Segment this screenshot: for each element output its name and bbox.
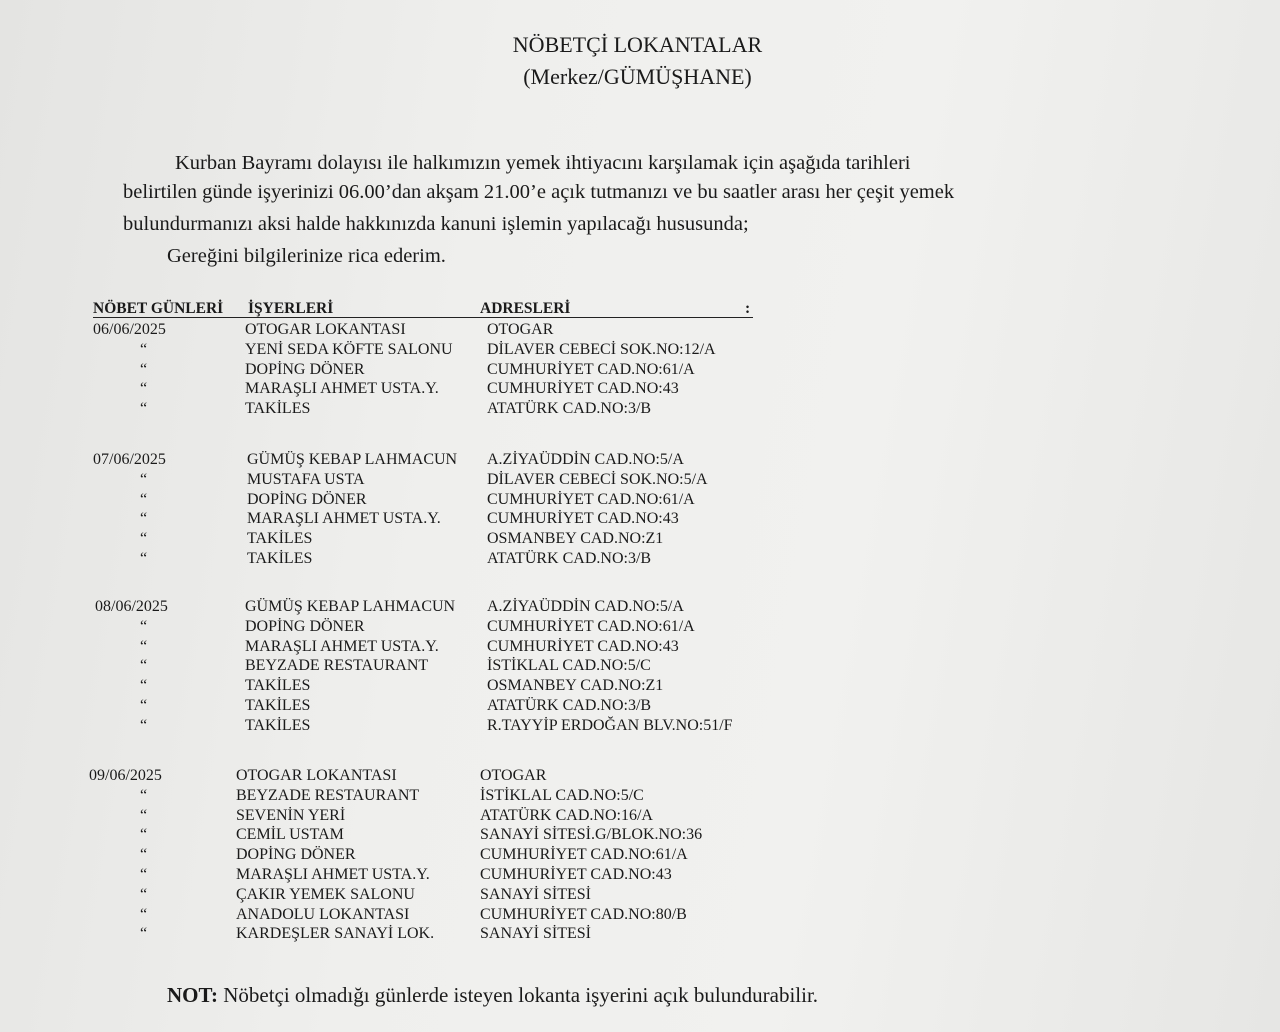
business-address: İSTİKLAL CAD.NO:5/C — [487, 657, 651, 675]
business-name: ANADOLU LOKANTASI — [236, 905, 410, 923]
footer-note: NOT: Nöbetçi olmadığı günlerde isteyen l… — [167, 983, 818, 1008]
ditto-mark: “ — [140, 905, 148, 923]
ditto-mark: “ — [140, 677, 148, 695]
business-name: TAKİLES — [245, 716, 311, 734]
business-address: DİLAVER CEBECİ SOK.NO:5/A — [487, 470, 708, 488]
business-name: BEYZADE RESTAURANT — [236, 786, 420, 804]
business-address: CUMHURİYET CAD.NO:43 — [480, 865, 672, 883]
ditto-mark: “ — [140, 510, 148, 528]
business-address: SANAYİ SİTESİ.G/BLOK.NO:36 — [480, 826, 703, 844]
business-address: ATATÜRK CAD.NO:3/B — [487, 696, 652, 714]
business-address: CUMHURİYET CAD.NO:43 — [487, 380, 679, 398]
note-label: NOT: — [167, 983, 218, 1007]
document-subtitle: (Merkez/GÜMÜŞHANE) — [523, 64, 752, 89]
paragraph-line: Kurban Bayramı dolayısı ile halkımızın y… — [175, 152, 911, 174]
business-name: MARAŞLI AHMET USTA.Y. — [236, 865, 430, 883]
business-name: GÜMÜŞ KEBAP LAHMACUN — [245, 598, 456, 615]
paragraph-line: belirtilen günde işyerinizi 06.00’dan ak… — [123, 181, 955, 203]
paragraph-line: Gereğini bilgilerinize rica ederim. — [167, 245, 446, 267]
business-name: MARAŞLI AHMET USTA.Y. — [245, 380, 439, 398]
business-address: CUMHURİYET CAD.NO:61/A — [487, 360, 695, 378]
ditto-mark: “ — [140, 696, 148, 714]
ditto-mark: “ — [140, 340, 148, 358]
ditto-mark: “ — [140, 826, 148, 844]
ditto-mark: “ — [140, 786, 148, 804]
ditto-mark: “ — [140, 716, 148, 734]
business-name: DOPİNG DÖNER — [245, 617, 365, 635]
business-name: BEYZADE RESTAURANT — [245, 657, 429, 675]
business-name: CEMİL USTAM — [236, 826, 344, 844]
business-address: SANAYİ SİTESİ — [480, 885, 591, 903]
business-name: TAKİLES — [247, 530, 313, 548]
business-address: ATATÜRK CAD.NO:3/B — [487, 549, 652, 567]
header-addresses: ADRESLERİ — [480, 300, 571, 317]
header-businesses: İŞYERLERİ — [248, 300, 334, 317]
ditto-mark: “ — [140, 470, 148, 488]
business-name: DOPİNG DÖNER — [236, 846, 356, 864]
business-address: R.TAYYİP ERDOĞAN BLV.NO:51/F — [487, 716, 733, 734]
duty-date: 09/06/2025 — [89, 767, 162, 784]
business-address: OTOGAR — [487, 321, 554, 338]
business-address: İSTİKLAL CAD.NO:5/C — [480, 786, 644, 804]
ditto-mark: “ — [140, 549, 148, 567]
business-name: KARDEŞLER SANAYİ LOK. — [236, 925, 435, 943]
duty-date: 07/06/2025 — [93, 451, 166, 468]
ditto-mark: “ — [140, 530, 148, 548]
business-name: YENİ SEDA KÖFTE SALONU — [245, 340, 453, 358]
document-title: NÖBETÇİ LOKANTALAR — [512, 32, 763, 57]
duty-date: 06/06/2025 — [93, 321, 166, 338]
business-name: OTOGAR LOKANTASI — [245, 321, 406, 338]
business-address: CUMHURİYET CAD.NO:80/B — [480, 905, 687, 923]
ditto-mark: “ — [140, 885, 148, 903]
business-address: A.ZİYAÜDDİN CAD.NO:5/A — [487, 451, 684, 468]
ditto-mark: “ — [140, 925, 148, 943]
business-name: SEVENİN YERİ — [236, 806, 346, 824]
paragraph-line: bulundurmanızı aksi halde hakkınızda kan… — [123, 213, 749, 235]
business-name: OTOGAR LOKANTASI — [236, 767, 397, 784]
ditto-mark: “ — [140, 806, 148, 824]
business-address: CUMHURİYET CAD.NO:61/A — [487, 617, 695, 635]
business-address: OSMANBEY CAD.NO:Z1 — [487, 530, 664, 548]
business-address: CUMHURİYET CAD.NO:43 — [487, 637, 679, 655]
ditto-mark: “ — [140, 617, 148, 635]
business-name: ÇAKIR YEMEK SALONU — [236, 885, 415, 903]
ditto-mark: “ — [140, 490, 148, 508]
business-name: DOPİNG DÖNER — [245, 360, 365, 378]
business-address: CUMHURİYET CAD.NO:61/A — [480, 846, 688, 864]
business-address: ATATÜRK CAD.NO:16/A — [480, 806, 653, 824]
business-name: MARAŞLI AHMET USTA.Y. — [247, 510, 441, 528]
business-name: MUSTAFA USTA — [247, 470, 365, 488]
business-address: A.ZİYAÜDDİN CAD.NO:5/A — [487, 598, 684, 615]
business-name: MARAŞLI AHMET USTA.Y. — [245, 637, 439, 655]
business-address: CUMHURİYET CAD.NO:61/A — [487, 490, 695, 508]
business-address: ATATÜRK CAD.NO:3/B — [487, 400, 652, 418]
ditto-mark: “ — [140, 380, 148, 398]
business-name: TAKİLES — [247, 549, 313, 567]
business-address: OSMANBEY CAD.NO:Z1 — [487, 677, 664, 695]
note-text: Nöbetçi olmadığı günlerde isteyen lokant… — [217, 983, 819, 1007]
business-name: DOPİNG DÖNER — [247, 490, 367, 508]
ditto-mark: “ — [140, 865, 148, 883]
business-name: GÜMÜŞ KEBAP LAHMACUN — [247, 451, 458, 468]
business-address: SANAYİ SİTESİ — [480, 925, 591, 943]
business-address: OTOGAR — [480, 767, 547, 784]
business-address: DİLAVER CEBECİ SOK.NO:12/A — [487, 340, 716, 358]
ditto-mark: “ — [140, 637, 148, 655]
header-duty-days: NÖBET GÜNLERİ — [93, 300, 224, 317]
business-name: TAKİLES — [245, 696, 311, 714]
ditto-mark: “ — [140, 846, 148, 864]
header-colon: : — [745, 300, 751, 317]
business-address: CUMHURİYET CAD.NO:43 — [487, 510, 679, 528]
duty-date: 08/06/2025 — [95, 598, 168, 615]
ditto-mark: “ — [140, 657, 148, 675]
header-underline — [93, 317, 753, 318]
ditto-mark: “ — [140, 400, 148, 418]
business-name: TAKİLES — [245, 400, 311, 418]
business-name: TAKİLES — [245, 677, 311, 695]
ditto-mark: “ — [140, 360, 148, 378]
